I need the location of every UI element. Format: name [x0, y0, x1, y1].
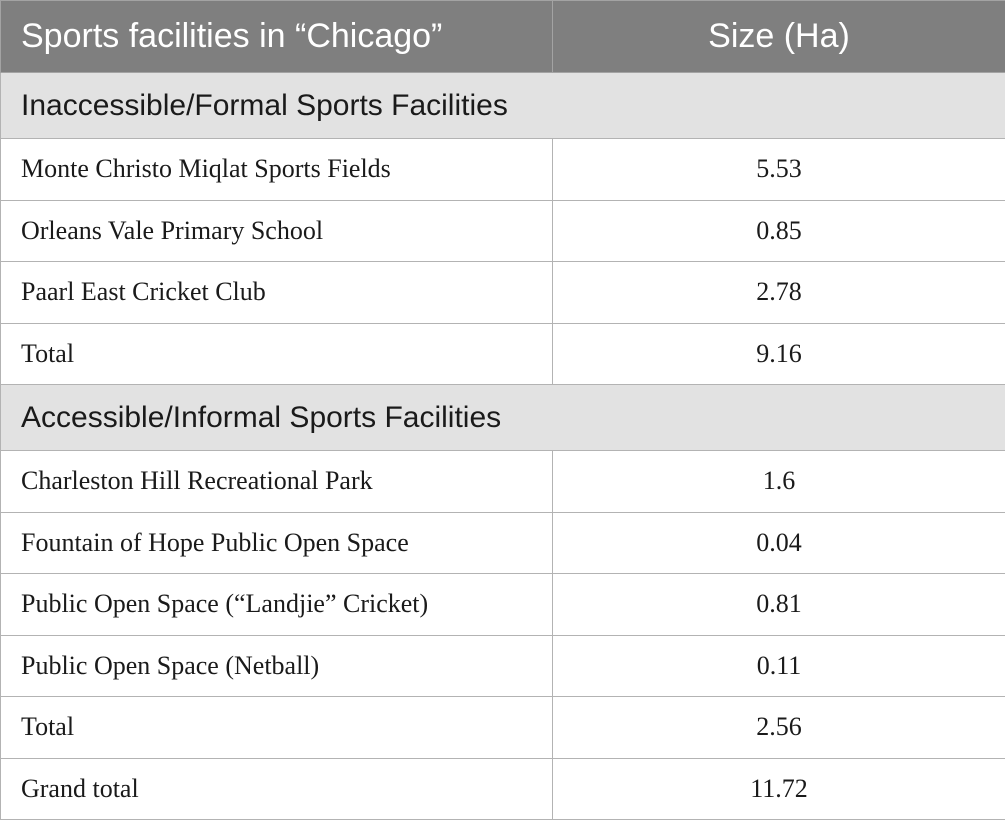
section-header-row: Inaccessible/Formal Sports Facilities	[0, 72, 1005, 139]
facility-name: Charleston Hill Recreational Park	[0, 450, 553, 513]
table-row: Monte Christo Miqlat Sports Fields 5.53	[0, 138, 1005, 201]
facility-name: Paarl East Cricket Club	[0, 261, 553, 324]
facility-size: 1.6	[552, 450, 1005, 513]
table-row: Public Open Space (Netball) 0.11	[0, 634, 1005, 697]
subtotal-label: Total	[0, 696, 553, 759]
subtotal-value: 9.16	[552, 322, 1005, 385]
section-title: Inaccessible/Formal Sports Facilities	[0, 72, 1005, 139]
subtotal-label: Total	[0, 322, 553, 385]
facility-size: 2.78	[552, 261, 1005, 324]
facility-name: Fountain of Hope Public Open Space	[0, 511, 553, 574]
facility-size: 0.85	[552, 199, 1005, 262]
section-title: Accessible/Informal Sports Facilities	[0, 384, 1005, 451]
subtotal-row: Total 9.16	[0, 322, 1005, 385]
facility-size: 0.04	[552, 511, 1005, 574]
facility-name: Public Open Space (Netball)	[0, 634, 553, 697]
table-row: Paarl East Cricket Club 2.78	[0, 261, 1005, 324]
facility-name: Orleans Vale Primary School	[0, 199, 553, 262]
table-row: Public Open Space (“Landjie” Cricket) 0.…	[0, 573, 1005, 636]
grand-total-value: 11.72	[552, 757, 1005, 820]
section-header-row: Accessible/Informal Sports Facilities	[0, 384, 1005, 451]
facility-size: 0.81	[552, 573, 1005, 636]
table-row: Orleans Vale Primary School 0.85	[0, 199, 1005, 262]
facility-size: 5.53	[552, 138, 1005, 201]
facility-name: Public Open Space (“Landjie” Cricket)	[0, 573, 553, 636]
facility-column-header: Sports facilities in “Chicago”	[0, 0, 553, 73]
size-column-header: Size (Ha)	[552, 0, 1005, 73]
facility-size: 0.11	[552, 634, 1005, 697]
grand-total-label: Grand total	[0, 757, 553, 820]
facility-name: Monte Christo Miqlat Sports Fields	[0, 138, 553, 201]
table-header-row: Sports facilities in “Chicago” Size (Ha)	[0, 0, 1005, 73]
table-row: Charleston Hill Recreational Park 1.6	[0, 450, 1005, 513]
table-row: Fountain of Hope Public Open Space 0.04	[0, 511, 1005, 574]
subtotal-row: Total 2.56	[0, 696, 1005, 759]
subtotal-value: 2.56	[552, 696, 1005, 759]
grand-total-row: Grand total 11.72	[0, 757, 1005, 820]
